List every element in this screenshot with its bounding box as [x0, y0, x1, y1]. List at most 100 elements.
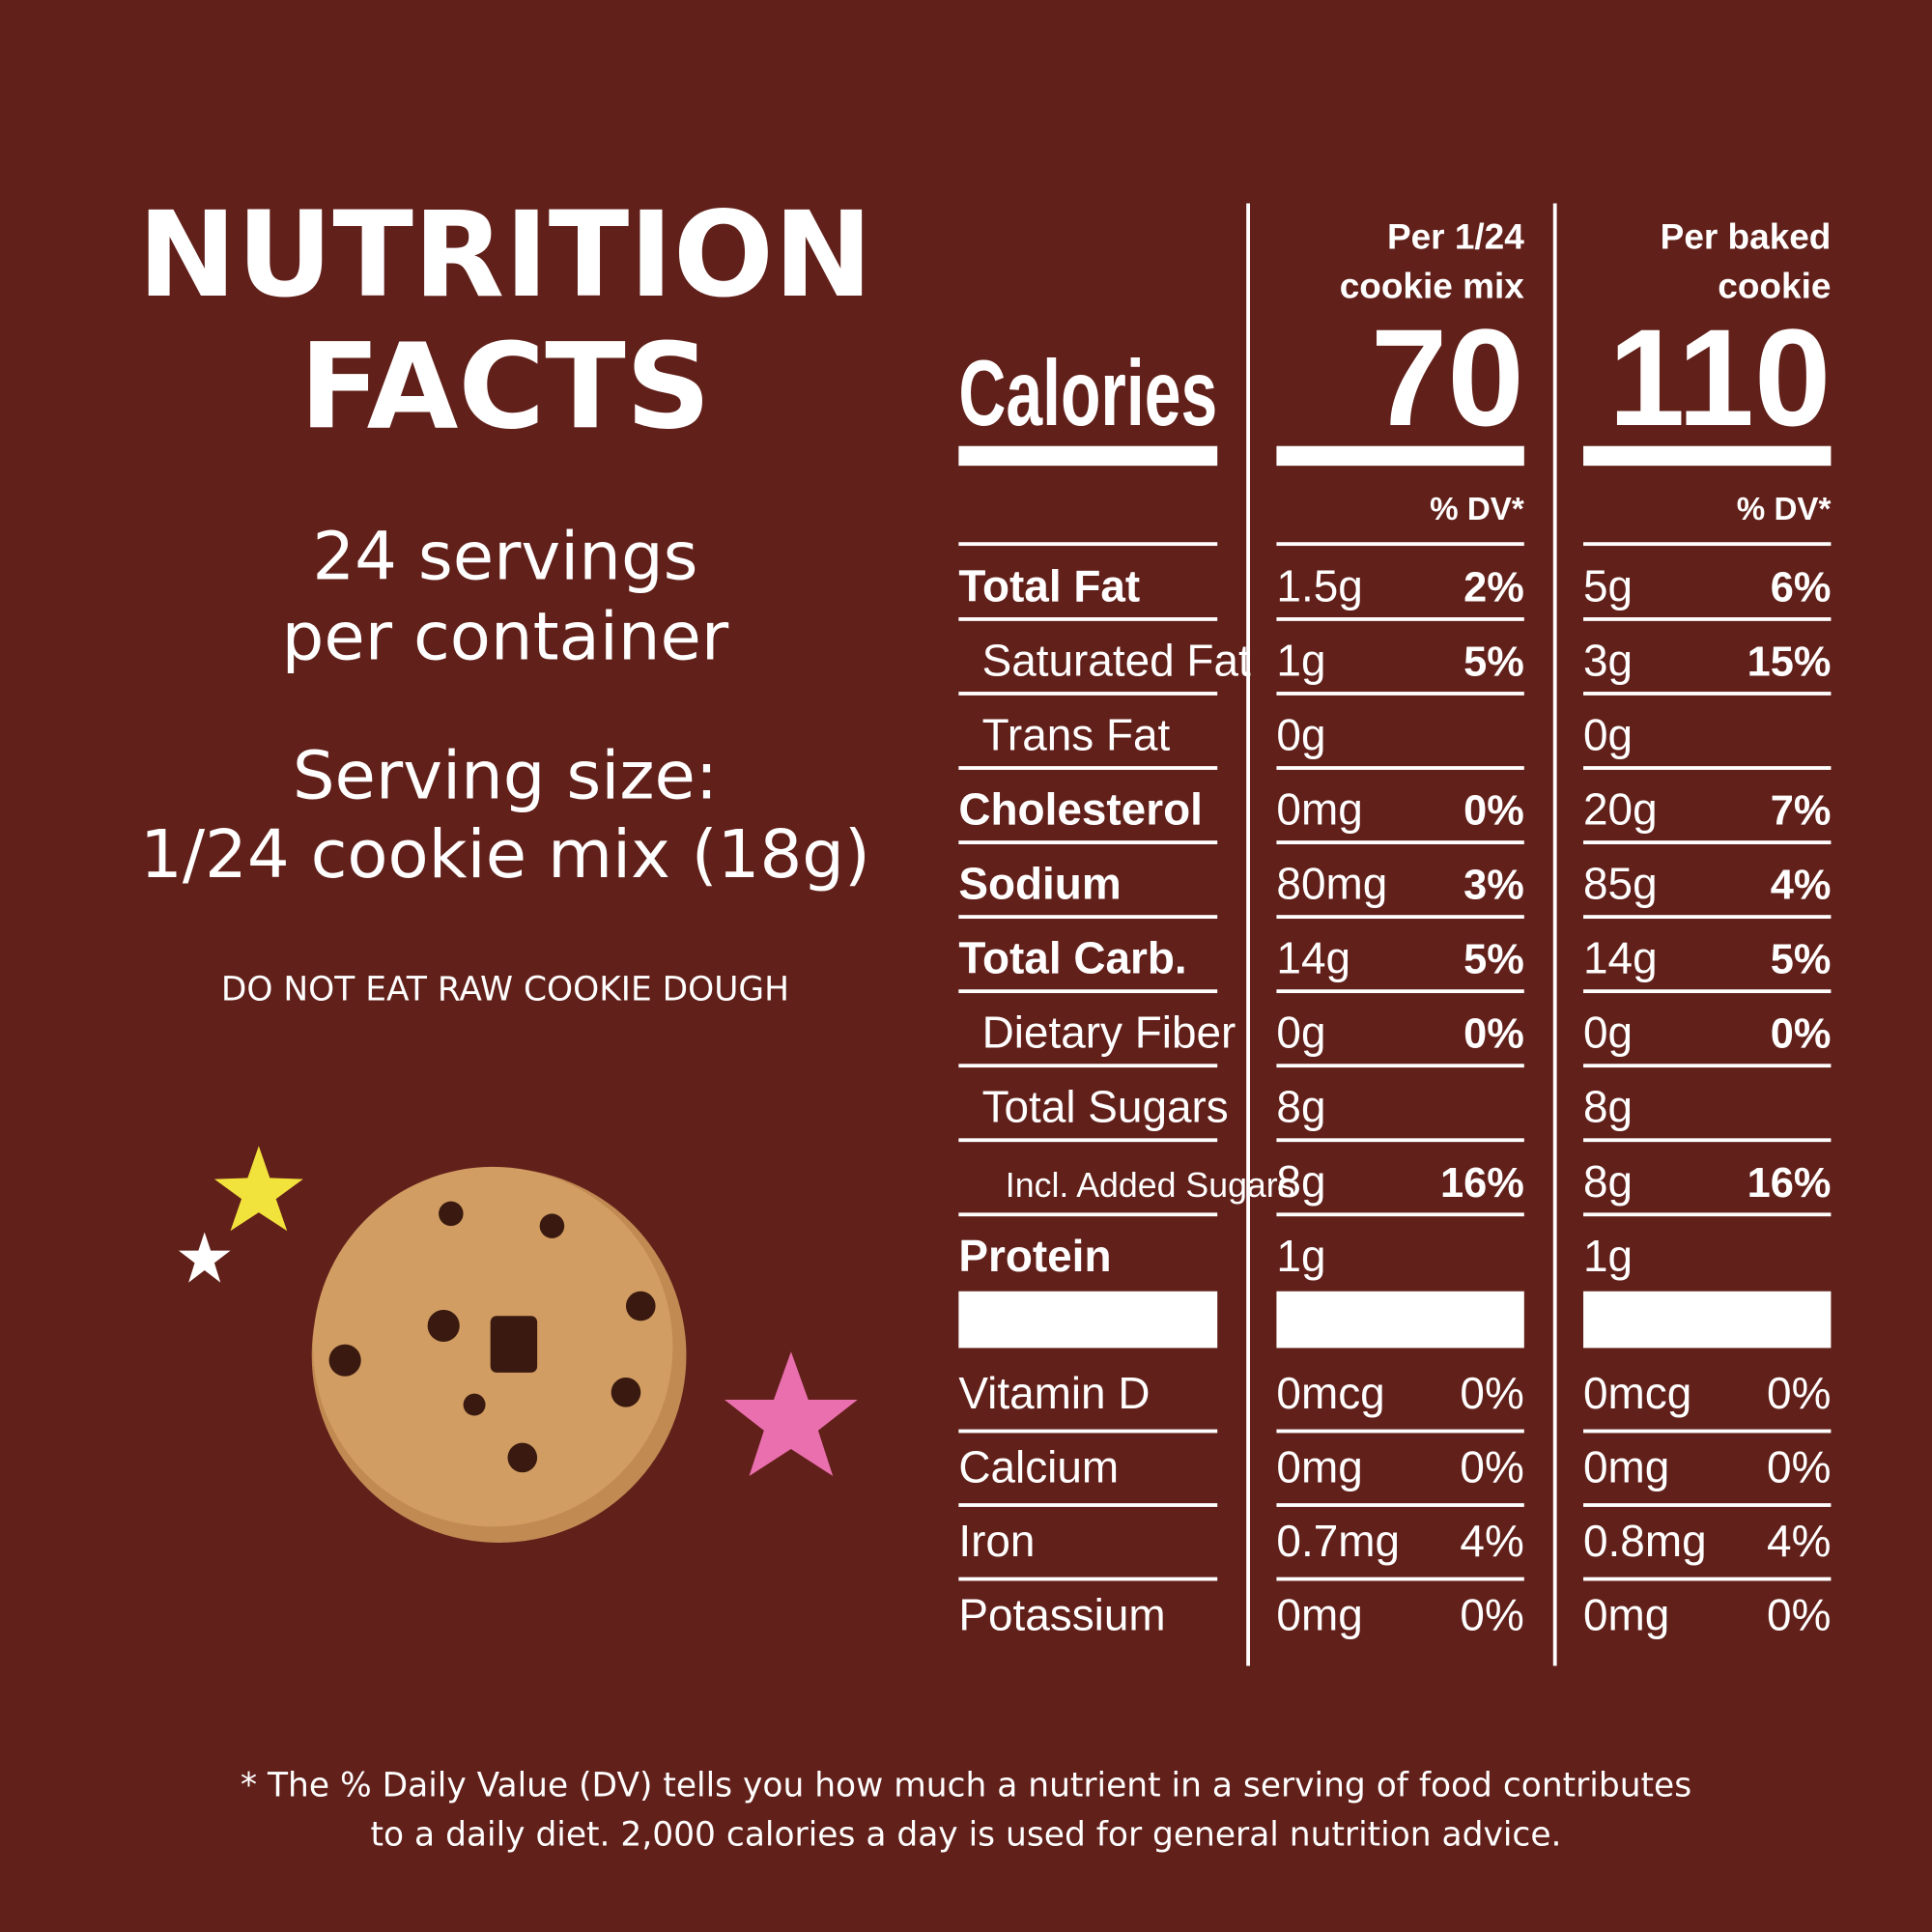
daily-value: 0% — [1460, 1368, 1523, 1418]
chip — [507, 1442, 538, 1473]
servings: 24 servings — [312, 518, 697, 595]
daily-value: 0% — [1460, 1441, 1523, 1492]
row-rule — [958, 617, 1218, 621]
chip — [427, 1309, 460, 1343]
row-rule — [958, 840, 1218, 844]
amount: 0g — [1583, 1008, 1633, 1058]
warning: DO NOT EAT RAW COOKIE DOUGH — [221, 971, 789, 1009]
row-rule — [1276, 915, 1524, 920]
amount: 8g — [1276, 1156, 1325, 1207]
nutrient-label: Incl. Added Sugars — [1006, 1166, 1295, 1205]
daily-value: 5% — [1463, 937, 1524, 983]
row-rule — [958, 1577, 1218, 1581]
row-rule — [958, 915, 1218, 920]
thick-rule — [1276, 445, 1524, 467]
amount: 85g — [1583, 859, 1658, 909]
amount: 0.7mg — [1276, 1516, 1400, 1566]
row-rule — [958, 692, 1218, 696]
amount: 0mg — [1276, 784, 1362, 835]
nutrient-label: Total Fat — [958, 560, 1140, 611]
vitamin-label: Potassium — [958, 1590, 1165, 1640]
row-rule — [958, 1138, 1218, 1143]
amount: 8g — [1583, 1156, 1633, 1207]
daily-value: 3% — [1463, 863, 1524, 909]
row-rule — [958, 1429, 1218, 1434]
daily-value: 5% — [1463, 639, 1524, 685]
daily-value: 7% — [1771, 788, 1832, 835]
nutrient-label: Protein — [958, 1231, 1111, 1281]
amount: 1g — [1276, 1231, 1325, 1281]
row-rule — [958, 1212, 1218, 1217]
amount: 1g — [1583, 1231, 1633, 1281]
amount: 0mcg — [1583, 1368, 1691, 1418]
row-rule — [1583, 766, 1832, 770]
title-line: FACTS — [299, 318, 711, 456]
nutrient-label: Cholesterol — [958, 784, 1203, 835]
row-rule — [1583, 1577, 1832, 1581]
thick-rule — [1583, 445, 1832, 467]
thick-rule — [958, 1291, 1218, 1349]
row-rule — [1276, 1064, 1524, 1068]
row-rule — [1276, 617, 1524, 621]
dv-heading: % DV* — [1737, 492, 1832, 527]
daily-value: 4% — [1767, 1516, 1831, 1566]
star — [213, 1146, 303, 1232]
amount: 8g — [1583, 1082, 1633, 1132]
daily-value: 5% — [1771, 937, 1832, 983]
row-rule — [958, 766, 1218, 770]
amount: 0mg — [1276, 1590, 1362, 1640]
daily-value: 0% — [1767, 1441, 1831, 1492]
amount: 5g — [1583, 560, 1633, 611]
star — [724, 1351, 858, 1477]
servings: per container — [282, 598, 729, 675]
amount: 14g — [1276, 933, 1350, 983]
amount: 8g — [1276, 1082, 1325, 1132]
chip — [611, 1378, 641, 1407]
daily-value: 16% — [1440, 1160, 1524, 1207]
row-rule — [1276, 542, 1524, 547]
daily-value: 6% — [1771, 564, 1832, 611]
daily-value: 16% — [1747, 1160, 1832, 1207]
amount: 0g — [1276, 710, 1325, 760]
nutrient-label: Dietary Fiber — [982, 1008, 1236, 1058]
row-rule — [958, 542, 1218, 547]
amount: 0g — [1583, 710, 1633, 760]
row-rule — [1276, 766, 1524, 770]
row-rule — [1583, 1138, 1832, 1143]
amount: 0g — [1276, 1008, 1325, 1058]
footnote: * The % Daily Value (DV) tells you how m… — [241, 1767, 1691, 1805]
amount: 1g — [1276, 635, 1325, 685]
decoration — [178, 1146, 858, 1543]
chip — [539, 1213, 565, 1238]
row-rule — [1276, 1212, 1524, 1217]
daily-value: 0% — [1463, 1011, 1524, 1058]
chip — [439, 1201, 464, 1227]
row-rule — [1276, 989, 1524, 994]
daily-value: 4% — [1771, 863, 1832, 909]
daily-value: 0% — [1767, 1590, 1831, 1640]
row-rule — [1583, 840, 1832, 844]
vitamin-label: Vitamin D — [958, 1368, 1150, 1418]
dv-heading: % DV* — [1430, 492, 1524, 527]
calories-value: 110 — [1608, 301, 1831, 455]
row-rule — [1583, 1503, 1832, 1507]
amount: 20g — [1583, 784, 1658, 835]
nutrient-label: Trans Fat — [982, 710, 1171, 760]
row-rule — [1276, 1577, 1524, 1581]
vitamin-label: Calcium — [958, 1441, 1119, 1492]
daily-value: 0% — [1771, 1011, 1832, 1058]
serving-size: Serving size: — [293, 738, 718, 815]
thick-rule — [1583, 1291, 1832, 1349]
row-rule — [958, 989, 1218, 994]
chocolate-chips — [328, 1201, 656, 1473]
row-rule — [1583, 692, 1832, 696]
amount: 0mg — [1276, 1441, 1362, 1492]
star — [178, 1232, 231, 1283]
serving-size: 1/24 cookie mix (18g) — [140, 816, 870, 894]
chip — [490, 1316, 538, 1373]
footnote: to a daily diet. 2,000 calories a day is… — [371, 1816, 1562, 1855]
row-rule — [1276, 1429, 1524, 1434]
calories-label: Calories — [958, 340, 1217, 445]
